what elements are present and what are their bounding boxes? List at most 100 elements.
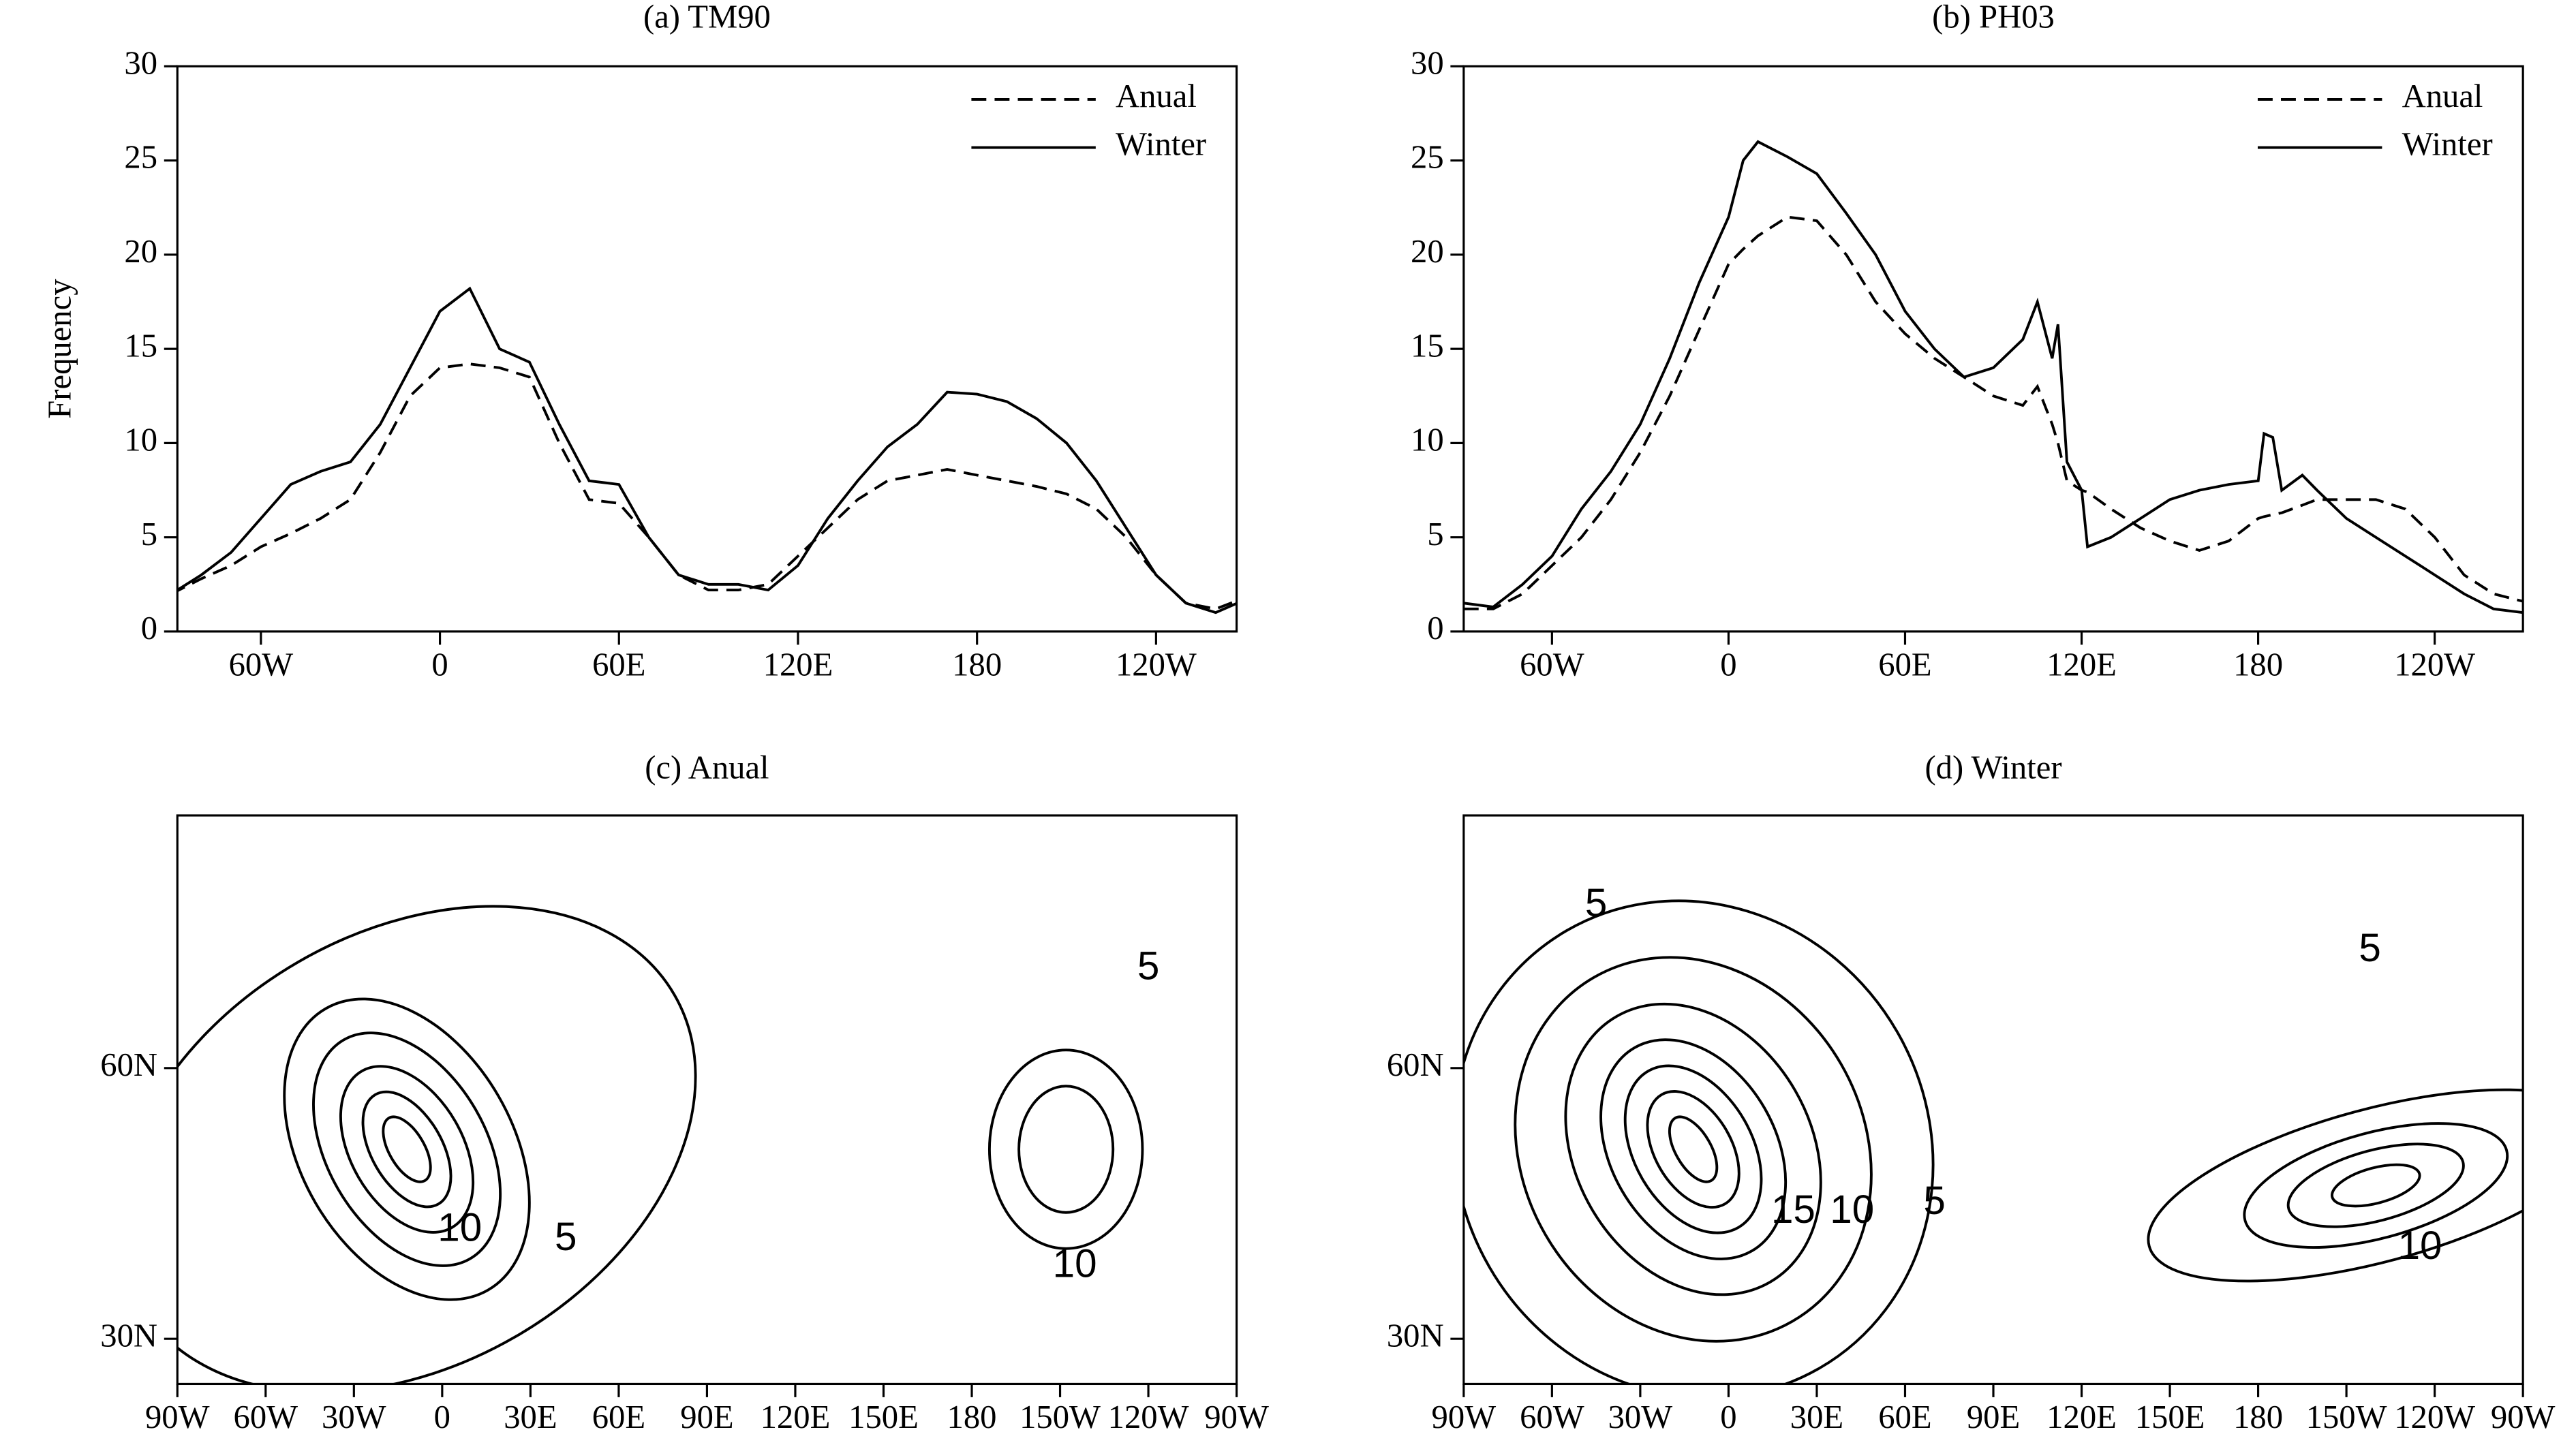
contour-line [1646,1090,1741,1209]
x-tick-label: 60W [1520,647,1584,683]
data-line [177,286,1237,614]
lines [177,286,1237,614]
contour-line [1514,956,1873,1343]
y-tick-label: 5 [1427,516,1443,552]
x-tick-label: 120E [2046,1399,2117,1432]
x-tick-label: 60W [1520,1399,1584,1432]
contour-label: 5 [1137,944,1159,989]
contour-label: 10 [1830,1187,1874,1232]
y-tick-label: 60N [100,1046,157,1083]
contour-line [2331,1163,2421,1208]
y-tick-label: 5 [141,516,157,552]
chart-title: (a) TM90 [643,0,771,35]
x-tick-label: 30W [1608,1399,1673,1432]
x-tick-label: 120W [2394,647,2475,683]
x-tick-label: 90W [2491,1399,2556,1432]
x-tick-label: 180 [2233,647,2283,683]
legend-label: Anual [2402,78,2483,114]
contour-line [339,1065,475,1234]
y-tick-label: 15 [124,327,157,364]
contour-label: 5 [1585,881,1607,925]
y-tick-label: 20 [1411,233,1444,270]
x-tick-label: 90W [1204,1399,1269,1432]
contour-line [1599,1038,1788,1260]
lines [1463,140,2524,614]
legend-label: Anual [1116,78,1197,114]
y-axis-label: Frequency [42,279,78,419]
x-tick-label: 120W [1108,1399,1189,1432]
y-tick-label: 25 [124,139,157,176]
y-tick-label: 20 [124,233,157,270]
x-tick-label: 180 [2233,1399,2283,1432]
contour-line [1668,1115,1719,1183]
y-tick-label: 30 [124,44,157,81]
x-tick-label: 120E [2046,647,2117,683]
y-tick-label: 0 [141,610,157,647]
chart-title: (b) PH03 [1932,0,2055,35]
x-tick-label: 120E [763,647,833,683]
y-tick-label: 0 [1427,610,1443,647]
legend-label: Winter [2402,126,2493,163]
x-tick-label: 60E [592,647,645,683]
contour-line [382,1115,432,1183]
contour-line [2243,1122,2509,1249]
contour-label: 5 [555,1215,577,1259]
contour-line [2286,1142,2465,1228]
contour-line [1017,1085,1115,1214]
chart-title: (c) Anual [645,749,769,785]
plot-frame [1462,65,2524,633]
contours [177,905,1144,1384]
y-tick-label: 30 [1411,44,1444,81]
y-tick-label: 10 [124,422,157,458]
legend-label: Winter [1116,126,1206,163]
x-tick-label: 120W [1116,647,1197,683]
x-tick-label: 180 [952,647,1002,683]
x-tick-label: 90E [680,1399,733,1432]
contour-line [177,905,697,1384]
contour-label: 10 [1053,1242,1097,1286]
x-tick-label: 60W [234,1399,298,1432]
x-tick-label: 90W [1432,1399,1497,1432]
x-tick-label: 60E [592,1399,645,1432]
contour-label: 5 [1923,1179,1945,1223]
chart-title: (d) Winter [1925,749,2061,785]
x-tick-label: 150W [1019,1399,1101,1432]
x-tick-label: 0 [1720,1399,1736,1432]
x-tick-label: 0 [1720,647,1736,683]
contour-line [1463,899,1935,1384]
contour-line [987,1048,1144,1250]
data-line [177,362,1237,610]
x-tick-label: 180 [947,1399,997,1432]
data-line [1463,215,2524,610]
y-tick-label: 15 [1411,327,1444,364]
x-tick-label: 60E [1878,647,1931,683]
x-tick-label: 30W [322,1399,386,1432]
contour-label: 5 [2359,926,2380,970]
data-line [1463,140,2524,614]
contour-line [1623,1064,1763,1234]
x-tick-label: 150W [2306,1399,2387,1432]
contour-line [283,997,531,1301]
y-tick-label: 10 [1411,422,1444,458]
x-tick-label: 30E [504,1399,557,1432]
y-tick-label: 30N [1387,1317,1444,1354]
contour-label: 10 [2398,1224,2442,1268]
x-tick-label: 60E [1878,1399,1931,1432]
contour-line [361,1090,453,1209]
contour-line [312,1031,502,1267]
x-tick-label: 30E [1790,1399,1843,1432]
contour-line [2147,1088,2524,1283]
y-tick-label: 30N [100,1317,157,1354]
x-tick-label: 90W [145,1399,210,1432]
y-tick-label: 60N [1387,1046,1444,1083]
x-tick-label: 120E [761,1399,831,1432]
y-tick-label: 25 [1411,139,1444,176]
x-tick-label: 90E [1967,1399,2020,1432]
plot-frame [1462,814,2524,1386]
x-tick-label: 60W [229,647,294,683]
plot-frame [176,814,1238,1386]
contour-line [1564,1002,1822,1296]
plot-frame [176,65,1238,633]
x-tick-label: 120W [2394,1399,2475,1432]
